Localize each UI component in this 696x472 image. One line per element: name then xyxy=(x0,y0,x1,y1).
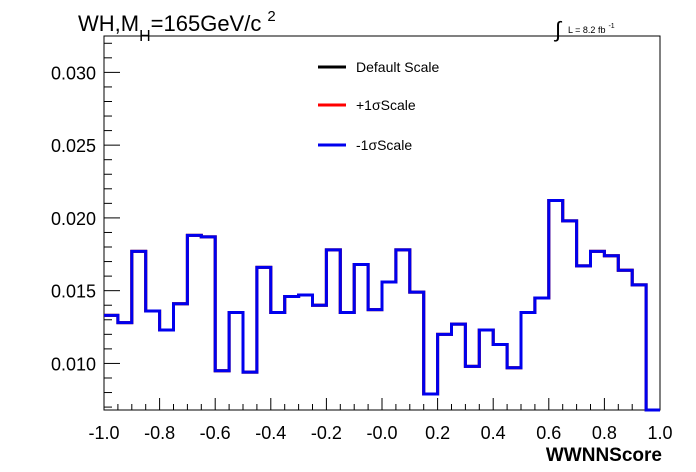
title-superscript: 2 xyxy=(267,8,275,25)
x-tick-label: 1.0 xyxy=(647,423,672,443)
legend-label-default: Default Scale xyxy=(356,59,439,75)
y-tick-label: 0.020 xyxy=(51,209,96,229)
x-tick-label: -0.2 xyxy=(311,423,342,443)
legend-label-minus1sigma: -1σScale xyxy=(356,137,412,153)
luminosity-label: L = 8.2 fb -1 xyxy=(568,23,615,35)
title-subscript: H xyxy=(139,28,151,45)
legend: Default Scale +1σScale -1σScale xyxy=(318,59,439,153)
y-tick-label: 0.015 xyxy=(51,282,96,302)
x-axis-label: WWNNScore xyxy=(546,445,662,466)
series-minus1sigma-scale xyxy=(104,198,660,412)
x-tick-label: 0.2 xyxy=(425,423,450,443)
x-tick-label: 0.8 xyxy=(592,423,617,443)
series-layer xyxy=(104,198,660,412)
y-tick-label: 0.025 xyxy=(51,136,96,156)
x-tick-label: -0.0 xyxy=(366,423,397,443)
x-tick-labels: -1.0 -0.8 -0.6 -0.4 -0.2 -0.0 0.2 0.4 0.6 0.8 1.0 xyxy=(88,423,672,443)
chart-title: WH,MH=165GeV/c 2 xyxy=(78,8,276,45)
y-tick-label: 0.010 xyxy=(51,354,96,374)
x-tick-label: 0.6 xyxy=(536,423,561,443)
legend-label-plus1sigma: +1σScale xyxy=(356,97,416,113)
axis-ticks xyxy=(103,42,661,410)
x-tick-label: -0.4 xyxy=(255,423,286,443)
x-tick-label: -0.8 xyxy=(144,423,175,443)
y-tick-labels: 0.010 0.015 0.020 0.025 0.030 xyxy=(51,63,96,374)
x-tick-label: 0.4 xyxy=(481,423,506,443)
y-tick-label: 0.030 xyxy=(51,63,96,83)
luminosity-superscript: -1 xyxy=(608,23,614,30)
x-tick-label: -1.0 xyxy=(88,423,119,443)
luminosity-integral-icon: ∫ xyxy=(553,17,563,42)
x-tick-label: -0.6 xyxy=(200,423,231,443)
